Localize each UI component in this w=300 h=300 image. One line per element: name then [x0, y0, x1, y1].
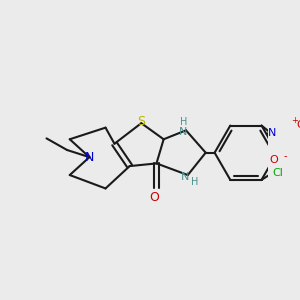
Text: Cl: Cl — [272, 168, 283, 178]
Text: N: N — [179, 127, 188, 137]
Text: O: O — [296, 120, 300, 130]
Text: +: + — [291, 116, 298, 125]
Text: O: O — [270, 154, 278, 165]
Text: N: N — [181, 172, 189, 182]
Text: H: H — [180, 117, 187, 127]
Text: N: N — [85, 151, 94, 164]
Text: -: - — [283, 151, 286, 161]
Text: N: N — [268, 128, 277, 138]
Text: O: O — [149, 191, 159, 204]
Text: S: S — [137, 115, 145, 128]
Text: H: H — [191, 177, 199, 187]
